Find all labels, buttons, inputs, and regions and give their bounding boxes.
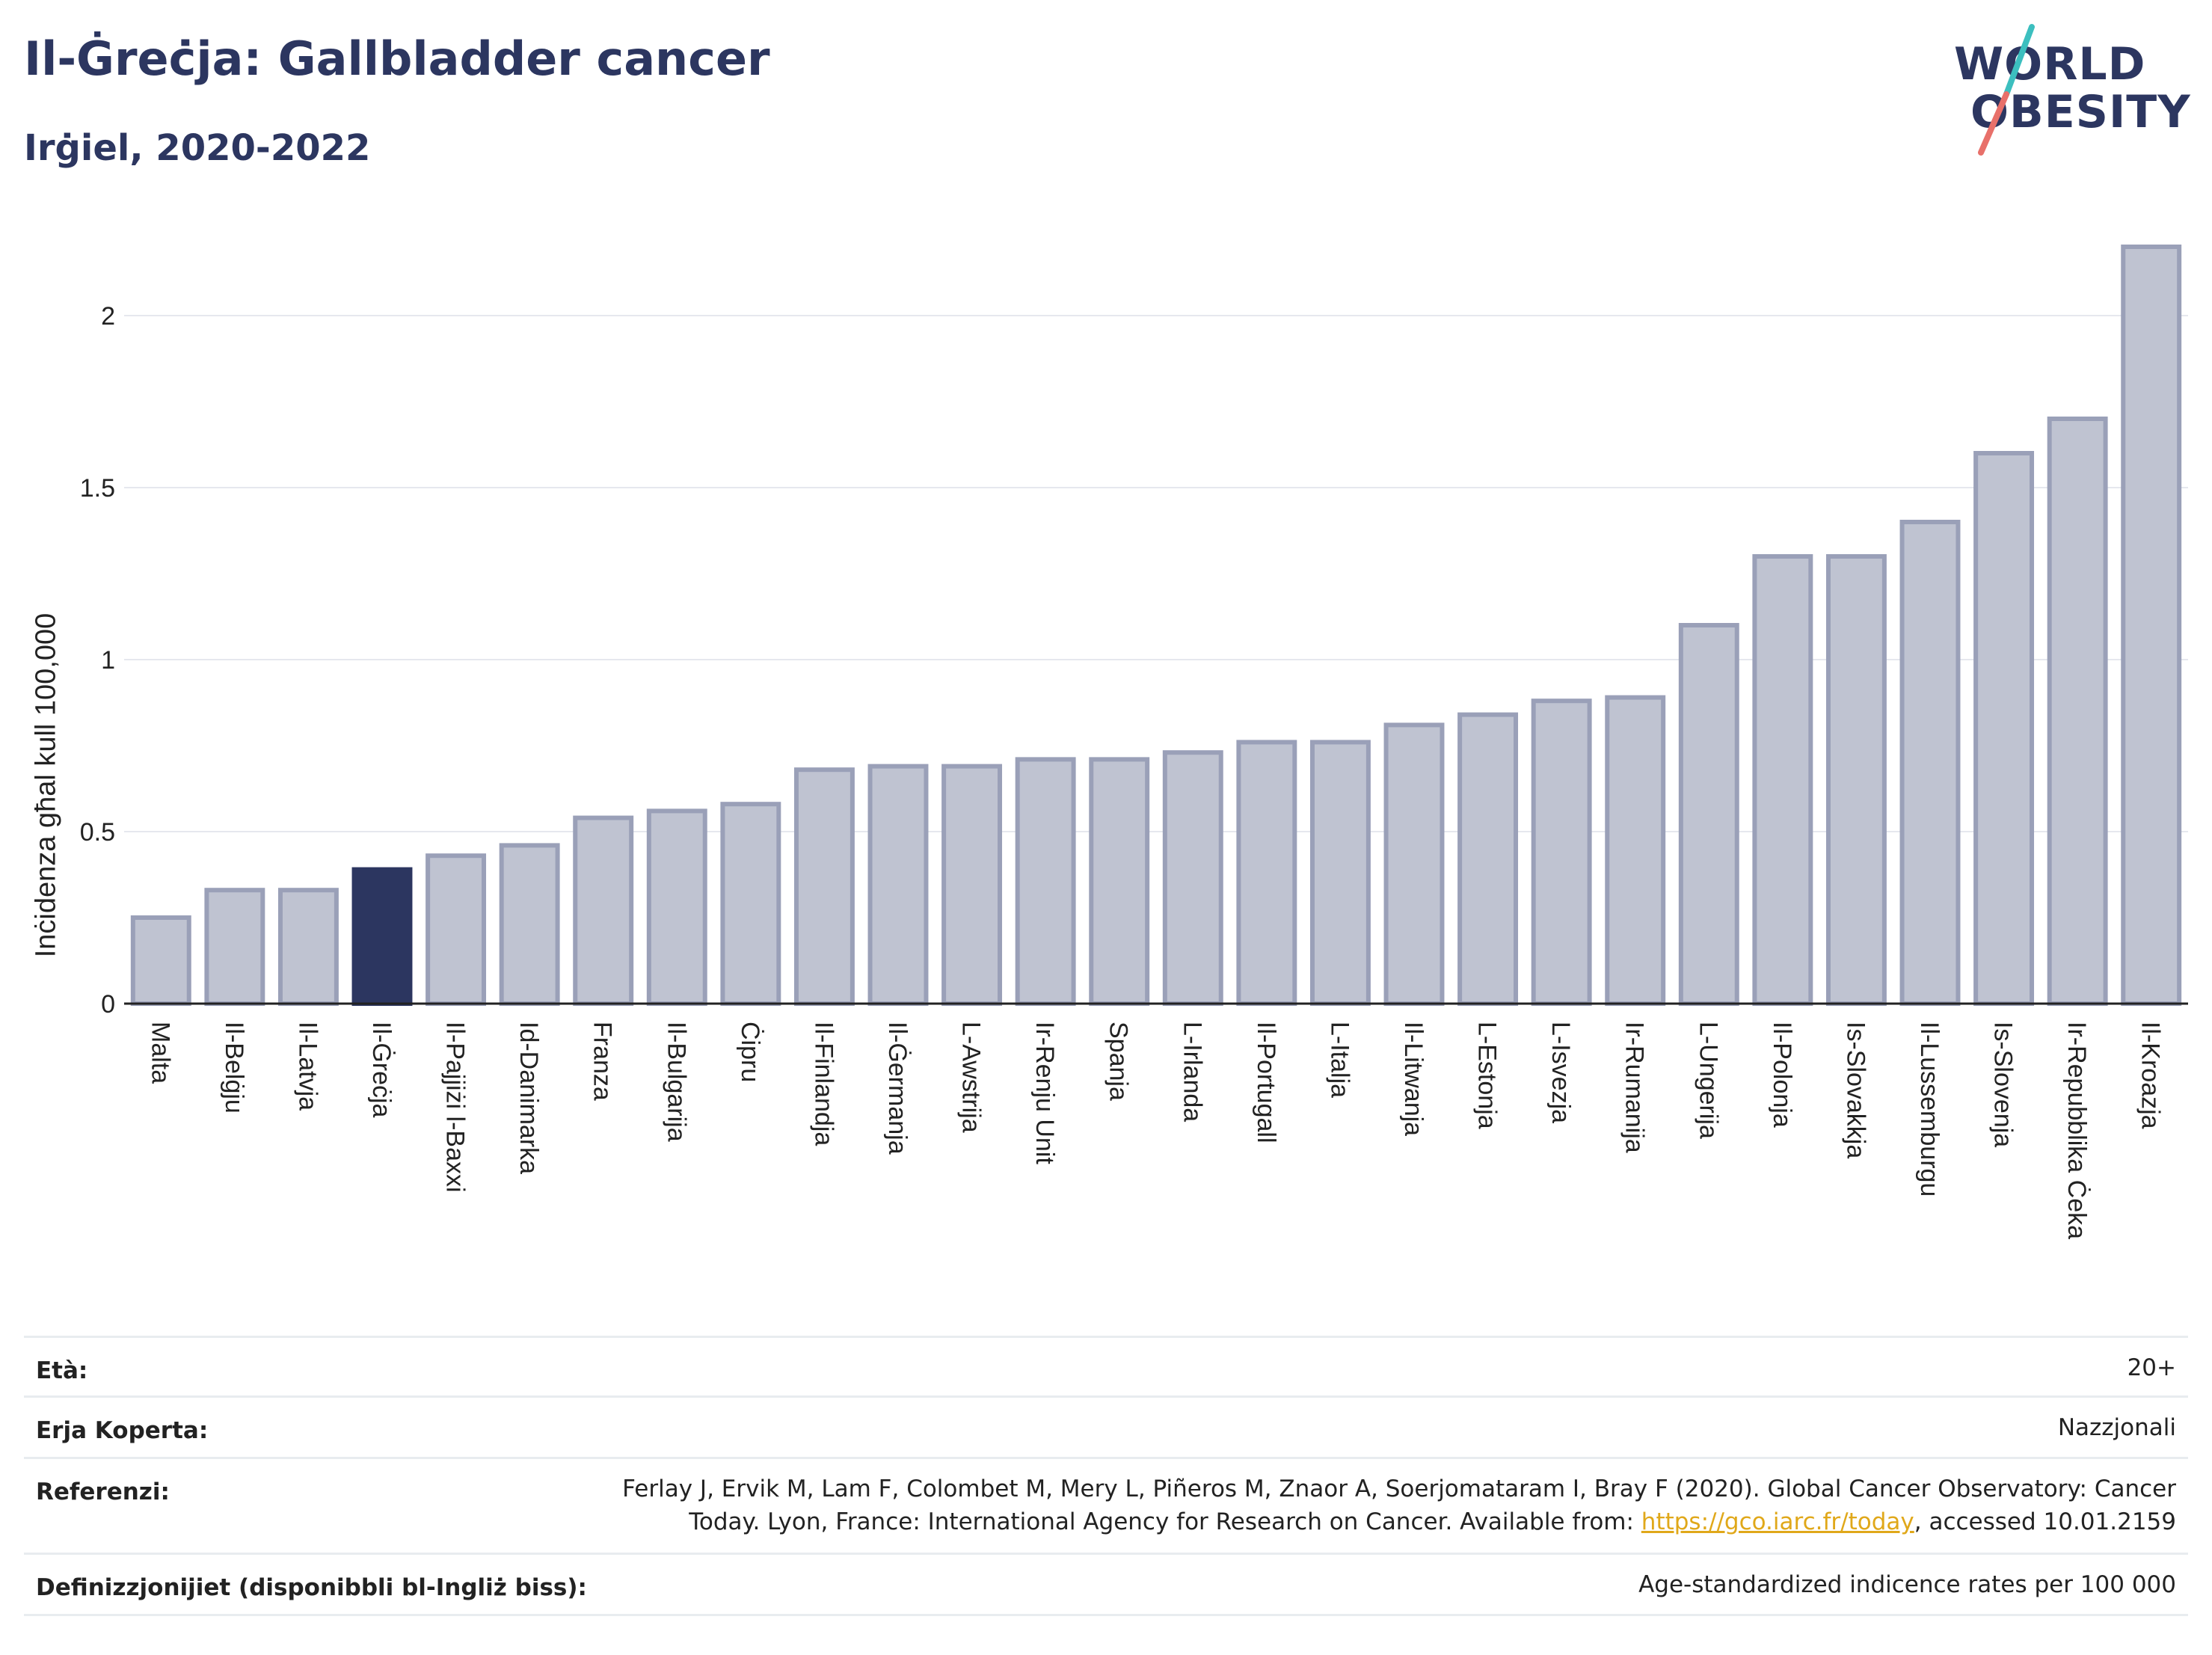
x-tick-label: Il-Ġermanja xyxy=(883,1022,912,1155)
bar-L-Awstrija[interactable] xyxy=(941,764,1003,1006)
bar-L-Ungerija[interactable] xyxy=(1678,623,1739,1006)
area-label: Erja Koperta: xyxy=(36,1417,209,1444)
logo-slash-icon xyxy=(1978,24,2035,156)
x-tick-label: Malta xyxy=(146,1022,174,1084)
x-tick-label: Il-Lussemburgu xyxy=(1915,1022,1944,1197)
x-tick-label: L-Italja xyxy=(1325,1022,1354,1098)
bar-Is-Slovenja[interactable] xyxy=(1973,451,2035,1006)
bar-Il-Lussemburgu[interactable] xyxy=(1899,520,1961,1006)
bar-Il-Ġreċja[interactable] xyxy=(351,867,413,1006)
bar-Franza[interactable] xyxy=(573,815,634,1006)
x-tick-label: L-Ungerija xyxy=(1694,1022,1722,1139)
bar-Il-Belġju[interactable] xyxy=(204,888,265,1006)
definitions-label: Definizzjonijiet (disponibbli bl-Ingliż … xyxy=(36,1574,587,1601)
x-tick-label: Is-Slovenja xyxy=(1989,1022,2018,1147)
age-label: Età: xyxy=(36,1357,88,1384)
definitions-value: Age-standardized indicence rates per 100… xyxy=(1638,1571,2176,1598)
x-tick-label: Id-Danimarka xyxy=(514,1022,543,1174)
bar-Il-Kroazja[interactable] xyxy=(2121,245,2182,1006)
references-line-2-text: Today. Lyon, France: International Agenc… xyxy=(689,1508,1641,1535)
y-tick-label: 1 xyxy=(101,646,115,675)
x-tick-label: L-Estonja xyxy=(1473,1022,1502,1129)
x-tick-label: Il-Kroazja xyxy=(2136,1022,2165,1129)
bar-Ir-Renju Unit[interactable] xyxy=(1015,757,1076,1007)
info-row-definitions: Definizzjonijiet (disponibbli bl-Ingliż … xyxy=(24,1553,2188,1615)
bar-Il-Latvja[interactable] xyxy=(277,888,339,1006)
y-tick-label: 1.5 xyxy=(80,474,115,503)
y-tick-label: 2 xyxy=(101,302,115,331)
world-obesity-logo: WORLD OBESITY xyxy=(1948,21,2195,163)
references-accessed: , accessed 10.01.2159 xyxy=(1914,1508,2176,1535)
chart-title: Il-Ġreċja: Gallbladder cancer xyxy=(24,31,770,86)
info-row-references: Referenzi: Ferlay J, Ervik M, Lam F, Col… xyxy=(24,1457,2188,1553)
references-label: Referenzi: xyxy=(36,1479,170,1505)
bar-chart: 0 0.5 1 1.5 2 Malta Il-Belġju Il-Latvja Il-Ġreċ… xyxy=(80,245,2188,1239)
bar-Is-Slovakkja[interactable] xyxy=(1825,554,1887,1006)
y-tick-label: 0 xyxy=(101,990,115,1019)
y-axis-title: Inċidenza għal kull 100,000 xyxy=(30,612,62,958)
x-tick-label: Is-Slovakkja xyxy=(1841,1022,1870,1158)
x-tick-label: Ċipru xyxy=(736,1022,764,1082)
references-line-2: Today. Lyon, France: International Agenc… xyxy=(622,1505,2176,1538)
x-tick-label: Spanja xyxy=(1105,1022,1133,1101)
info-row-age: Età: 20+ xyxy=(24,1336,2188,1398)
x-tick-labels: Malta Il-Belġju Il-Latvja Il-Ġreċja Il-Pajji… xyxy=(146,1022,2164,1239)
x-tick-label: Il-Belġju xyxy=(220,1022,248,1114)
bar-Il-Bulgarija[interactable] xyxy=(646,808,707,1007)
info-row-area: Erja Koperta: Nazzjonali xyxy=(24,1395,2188,1458)
x-tick-label: L-Irlanda xyxy=(1178,1022,1206,1122)
bar-L-Irlanda[interactable] xyxy=(1162,750,1223,1006)
bar-L-Estonja[interactable] xyxy=(1457,712,1519,1006)
references-line-1: Ferlay J, Ervik M, Lam F, Colombet M, Me… xyxy=(622,1476,2176,1502)
bars xyxy=(130,245,2182,1007)
x-tick-label: Il-Pajjiżi l-Baxxi xyxy=(441,1022,470,1193)
y-tick-label: 0.5 xyxy=(80,818,115,847)
x-tick-label: L-Isvezja xyxy=(1546,1022,1575,1123)
x-tick-label: Il-Latvja xyxy=(293,1022,322,1111)
x-tick-label: Ir-Renju Unit xyxy=(1030,1022,1059,1164)
x-tick-label: Il-Bulgarija xyxy=(662,1022,690,1142)
x-tick-label: Il-Polonja xyxy=(1768,1022,1796,1128)
bar-Il-Polonja[interactable] xyxy=(1752,554,1813,1006)
bar-Ir-Repubblika Ċeka[interactable] xyxy=(2047,417,2108,1006)
bar-Il-Portugall[interactable] xyxy=(1236,740,1297,1007)
x-tick-label: Il-Litwanja xyxy=(1399,1022,1428,1136)
bar-Malta[interactable] xyxy=(130,915,191,1006)
x-tick-label: Franza xyxy=(589,1022,617,1101)
references-value: Ferlay J, Ervik M, Lam F, Colombet M, Me… xyxy=(622,1473,2176,1538)
bar-Id-Danimarka[interactable] xyxy=(499,843,560,1007)
chart-subtitle: Irġiel, 2020-2022 xyxy=(24,127,371,169)
bar-Ċipru[interactable] xyxy=(720,802,781,1006)
info-bottom-border xyxy=(24,1614,2188,1616)
bar-L-Isvezja[interactable] xyxy=(1531,698,1592,1006)
x-tick-label: L-Awstrija xyxy=(957,1022,986,1133)
x-tick-label: Ir-Repubblika Ċeka xyxy=(2062,1022,2091,1239)
x-tick-label: Il-Finlandja xyxy=(809,1022,838,1146)
bar-Il-Ġermanja[interactable] xyxy=(867,764,929,1006)
bar-Il-Litwanja[interactable] xyxy=(1383,722,1445,1007)
info-table: Età: 20+ Erja Koperta: Nazzjonali Refere… xyxy=(24,1336,2188,1620)
logo-text-world: WORLD xyxy=(1954,38,2146,90)
bar-L-Italja[interactable] xyxy=(1309,740,1371,1007)
bar-Il-Finlandja[interactable] xyxy=(793,767,855,1006)
x-tick-label: Ir-Rumanija xyxy=(1620,1022,1649,1153)
bar-Il-Pajjiżi l-Baxxi[interactable] xyxy=(425,853,487,1006)
y-tick-labels: 0 0.5 1 1.5 2 xyxy=(80,302,115,1019)
x-tick-label: Il-Ġreċja xyxy=(367,1022,396,1118)
references-link[interactable]: https://gco.iarc.fr/today xyxy=(1641,1508,1914,1535)
age-value: 20+ xyxy=(2127,1354,2176,1381)
bar-Ir-Rumanija[interactable] xyxy=(1605,695,1666,1006)
area-value: Nazzjonali xyxy=(2057,1414,2176,1441)
x-tick-label: Il-Portugall xyxy=(1252,1022,1280,1143)
bar-Spanja[interactable] xyxy=(1089,757,1150,1007)
